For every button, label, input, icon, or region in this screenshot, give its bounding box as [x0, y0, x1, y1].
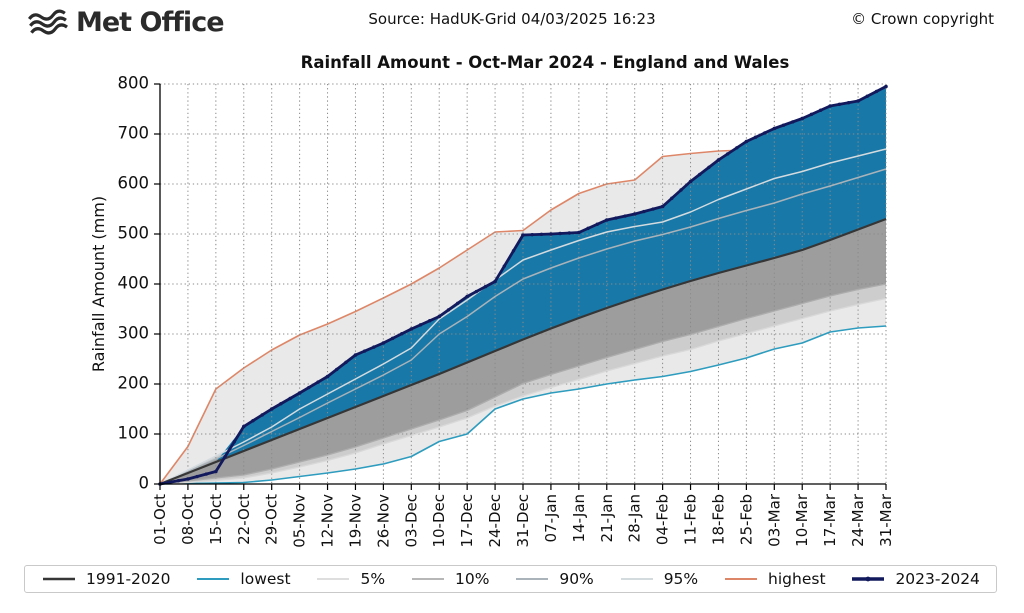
x-tick-label: 05-Nov: [291, 494, 309, 548]
legend-label: 1991-2020: [86, 570, 171, 588]
legend-swatch-5%: [317, 578, 350, 580]
series-line-10%: [159, 283, 887, 485]
series-line-95%: [159, 148, 887, 485]
y-tick-label: 100: [118, 424, 150, 443]
x-tick-label: 31-Mar: [877, 493, 895, 547]
y-tick-labels: 0 100 200 300 400 500 600 700 800: [118, 74, 150, 493]
rainfall-chart: 0 100 200 300 400 500 600 700 800 01-Oct 08-Oct 15-…: [89, 74, 895, 548]
copyright-text: © Crown copyright: [851, 10, 994, 28]
y-tick-label: 200: [118, 374, 150, 393]
axis-ticks: [154, 83, 887, 490]
legend-item-10%: 10%: [410, 570, 489, 588]
chart-title: Rainfall Amount - Oct-Mar 2024 - England…: [300, 53, 790, 72]
x-tick-label: 28-Jan: [626, 494, 644, 542]
legend-swatch-90%: [516, 578, 549, 580]
y-tick-label: 500: [118, 224, 150, 243]
series-line-1991-2020: [159, 217, 887, 486]
x-tick-label: 08-Oct: [179, 494, 197, 545]
series-line-lowest: [159, 325, 887, 485]
y-tick-label: 300: [118, 324, 150, 343]
legend-item-90%: 90%: [514, 570, 594, 588]
actual-line-markers: [158, 84, 888, 486]
legend-item-lowest: lowest: [195, 570, 291, 588]
x-tick-label: 29-Oct: [263, 494, 281, 545]
x-tick-label: 10-Dec: [430, 494, 448, 548]
source-text: Source: HadUK-Grid 04/03/2025 16:23: [368, 10, 656, 28]
legend-swatch-2023-2024: [852, 576, 885, 582]
x-tick-label: 26-Nov: [374, 494, 392, 548]
legend-label: 90%: [559, 570, 594, 588]
y-tick-label: 600: [118, 174, 150, 193]
x-tick-label: 31-Dec: [514, 494, 532, 548]
x-tick-label: 24-Mar: [849, 493, 867, 547]
legend-swatch-95%: [620, 578, 653, 580]
header: Met Office Source: HadUK-Grid 04/03/2025…: [0, 0, 1024, 44]
x-tick-label: 21-Jan: [598, 494, 616, 542]
x-tick-label: 04-Feb: [654, 494, 672, 545]
x-tick-label: 17-Mar: [821, 493, 839, 547]
legend-swatch-1991-2020: [43, 577, 75, 581]
x-tick-label: 24-Dec: [486, 494, 504, 548]
x-tick-label: 03-Dec: [402, 494, 420, 548]
legend-label: 95%: [663, 570, 699, 588]
x-tick-label: 03-Mar: [765, 493, 783, 547]
y-tick-label: 400: [118, 274, 150, 293]
x-tick-label: 19-Nov: [346, 494, 364, 548]
legend-item-1991-2020: 1991-2020: [41, 570, 171, 588]
y-tick-label: 800: [118, 74, 150, 93]
legend-item-95%: 95%: [619, 570, 698, 588]
y-tick-label: 0: [139, 474, 150, 493]
x-tick-label: 14-Jan: [570, 494, 588, 542]
x-tick-label: 07-Jan: [542, 494, 560, 542]
x-tick-label: 11-Feb: [682, 494, 700, 545]
y-axis-label: Rainfall Amount (mm): [89, 196, 108, 372]
x-tick-labels: 01-Oct 08-Oct 15-Oct 22-Oct 29-Oct 05-Nov 12-N…: [151, 493, 895, 548]
y-tick-label: 700: [118, 124, 150, 143]
legend-item-highest: highest: [723, 570, 826, 588]
x-tick-label: 10-Mar: [793, 493, 811, 547]
legend-swatch-highest: [725, 578, 758, 580]
legend-label: 10%: [454, 570, 490, 588]
series-line-90%: [159, 168, 887, 485]
met-office-logo: Met Office: [26, 6, 225, 38]
legend-label: lowest: [240, 570, 291, 588]
legend-swatch-10%: [411, 578, 444, 580]
legend-item-2023-2024: 2023-2024: [850, 570, 980, 588]
met-office-waves-icon: [27, 9, 68, 35]
legend-label: 2023-2024: [895, 570, 980, 588]
legend-item-5%: 5%: [315, 570, 385, 588]
x-tick-label: 22-Oct: [235, 494, 253, 545]
logo-text: Met Office: [76, 6, 225, 38]
x-tick-label: 15-Oct: [207, 494, 225, 545]
x-tick-label: 25-Feb: [737, 494, 755, 545]
legend-label: 5%: [360, 570, 386, 588]
x-tick-label: 12-Nov: [319, 494, 337, 548]
x-tick-label: 18-Feb: [709, 494, 727, 545]
x-tick-label: 01-Oct: [151, 494, 169, 545]
x-tick-label: 17-Dec: [458, 494, 476, 548]
chart-legend: 1991-2020 lowest 5% 10% 90% 95% highest 2023-20…: [24, 565, 997, 593]
legend-label: highest: [768, 570, 826, 588]
legend-swatch-lowest: [197, 578, 230, 580]
series-line-5%: [159, 297, 887, 485]
